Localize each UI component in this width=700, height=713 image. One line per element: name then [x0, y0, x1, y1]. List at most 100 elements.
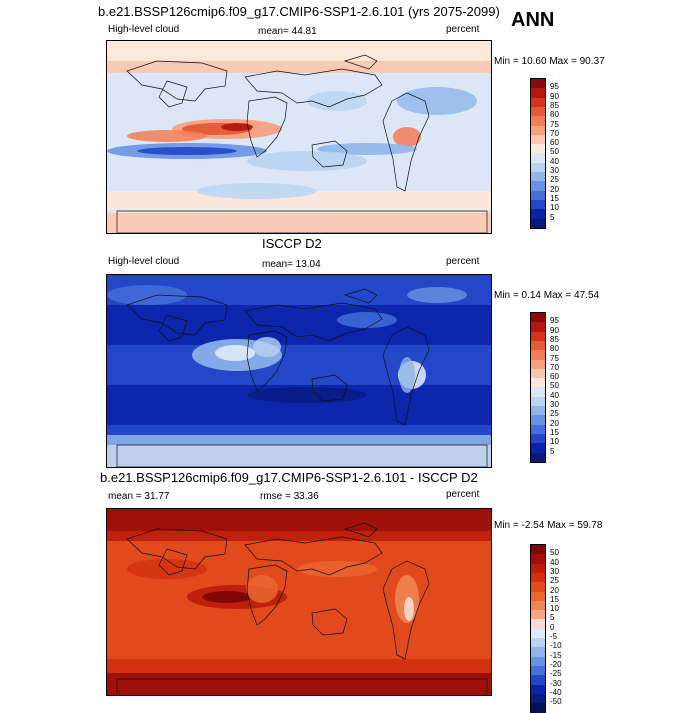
colorbar-tick-label: 30 [550, 166, 559, 175]
coastline [158, 548, 188, 576]
colorbar-tick-label: 10 [550, 203, 559, 213]
colorbar-tick-label: 75 [550, 119, 559, 129]
panel2-map-canvas [107, 275, 491, 467]
colorbar-swatch [531, 591, 545, 602]
colorbar-tick-label: 70 [550, 128, 559, 138]
coastline [126, 60, 228, 102]
panel2-minmax: Min = 0.14 Max = 47.54 [494, 290, 600, 301]
coastline [246, 96, 288, 158]
coastline [311, 140, 348, 168]
colorbar-tick-label: 90 [550, 91, 559, 101]
coastline [244, 68, 383, 108]
colorbar-swatch [531, 656, 545, 667]
colorbar-swatch [531, 144, 545, 154]
panel1-mean-label: mean= 44.81 [258, 26, 317, 37]
colorbar-tick-label: -40 [550, 687, 562, 697]
colorbar-tick-label: 80 [550, 344, 559, 354]
colorbar-tick-label: 5 [550, 212, 555, 222]
coastline [246, 564, 288, 626]
colorbar-tick-label: 15 [550, 193, 559, 203]
colorbar-swatch [531, 415, 545, 426]
colorbar-swatch [531, 675, 545, 685]
panel2-map [106, 274, 492, 468]
coastline [116, 444, 488, 467]
colorbar-swatch [531, 218, 545, 229]
colorbar-swatch [531, 665, 545, 676]
colorbar-swatch [531, 97, 545, 108]
colorbar-tick-label: 25 [550, 175, 559, 185]
coastline [382, 326, 430, 426]
colorbar-tick-label: 40 [550, 390, 559, 400]
colorbar-swatch [531, 134, 545, 145]
colorbar-swatch [531, 563, 545, 574]
panel3-units-label: percent [446, 489, 480, 500]
coastline [343, 54, 378, 70]
panel1-title: b.e21.BSSP126cmip6.f09_g17.CMIP6-SSP1-2.… [98, 4, 500, 19]
coastline [126, 528, 228, 570]
colorbar-tick-label: 0 [550, 622, 555, 632]
colorbar-tick-label: 60 [550, 138, 559, 148]
panel1-minmax: Min = 10.60 Max = 90.37 [494, 56, 605, 67]
colorbar-swatch [531, 359, 545, 370]
colorbar-tick-label: 15 [550, 427, 559, 437]
colorbar-frame [530, 544, 546, 713]
coastline [126, 294, 228, 336]
colorbar-tick-label: 40 [550, 156, 559, 166]
colorbar-swatch [531, 322, 545, 333]
colorbar-tick-label: 25 [550, 576, 559, 586]
panel1-map [106, 40, 492, 234]
colorbar-tick-label: -5 [550, 632, 558, 641]
colorbar-tick-label: 40 [550, 557, 559, 567]
panel1-variable-label: High-level cloud [108, 24, 180, 35]
colorbar-tick-label: 10 [550, 604, 559, 614]
colorbar-tick-label: 20 [550, 418, 559, 428]
colorbar-swatch [531, 350, 545, 360]
coastline [382, 560, 430, 660]
colorbar-swatch [531, 693, 545, 704]
colorbar-tick-label: 70 [550, 362, 559, 372]
colorbar-tick-label: 60 [550, 372, 559, 382]
colorbar-frame [530, 78, 546, 229]
panel2-mean-label: mean= 13.04 [262, 259, 321, 270]
colorbar-swatch [531, 162, 545, 173]
colorbar-tick-label: 95 [550, 316, 559, 326]
panel3-map [106, 508, 492, 696]
colorbar-tick-label: 10 [550, 437, 559, 447]
panel2-variable-label: High-level cloud [108, 256, 180, 267]
colorbar-tick-label: 95 [550, 82, 559, 92]
colorbar-tick-label: -15 [550, 650, 562, 660]
colorbar-swatch [531, 545, 545, 555]
colorbar-swatch [531, 209, 545, 219]
coastline [244, 536, 383, 576]
colorbar-swatch [531, 703, 545, 713]
season-label: ANN [511, 9, 555, 31]
panel2-title: ISCCP D2 [262, 236, 322, 251]
coastline [158, 314, 188, 342]
colorbar-frame [530, 312, 546, 463]
colorbar-swatch [531, 340, 545, 351]
panel3-mean-label: mean = 31.77 [108, 491, 170, 502]
colorbar-swatch [531, 172, 545, 182]
colorbar-tick-label: -10 [550, 641, 562, 651]
colorbar-tick-label: 25 [550, 409, 559, 419]
colorbar-tick-label: 85 [550, 100, 559, 110]
colorbar-swatch [531, 368, 545, 379]
coastline [116, 678, 488, 695]
colorbar-tick-label: 50 [550, 381, 559, 391]
panel2-units-label: percent [446, 256, 480, 267]
panel3-title: b.e21.BSSP126cmip6.f09_g17.CMIP6-SSP1-2.… [100, 470, 478, 485]
colorbar-swatch [531, 406, 545, 416]
colorbar-swatch [531, 572, 545, 583]
colorbar-swatch [531, 88, 545, 99]
coastline [311, 374, 348, 402]
colorbar-swatch [531, 600, 545, 611]
colorbar-tick-label: 30 [550, 566, 559, 576]
colorbar-tick-label: -30 [550, 678, 562, 688]
colorbar-swatch [531, 181, 545, 192]
coastline [246, 330, 288, 392]
colorbar-swatch [531, 116, 545, 126]
colorbar-swatch [531, 190, 545, 201]
panel3-minmax: Min = -2.54 Max = 59.78 [494, 520, 603, 531]
colorbar-tick-label: -50 [550, 697, 562, 707]
colorbar-swatch [531, 647, 545, 658]
